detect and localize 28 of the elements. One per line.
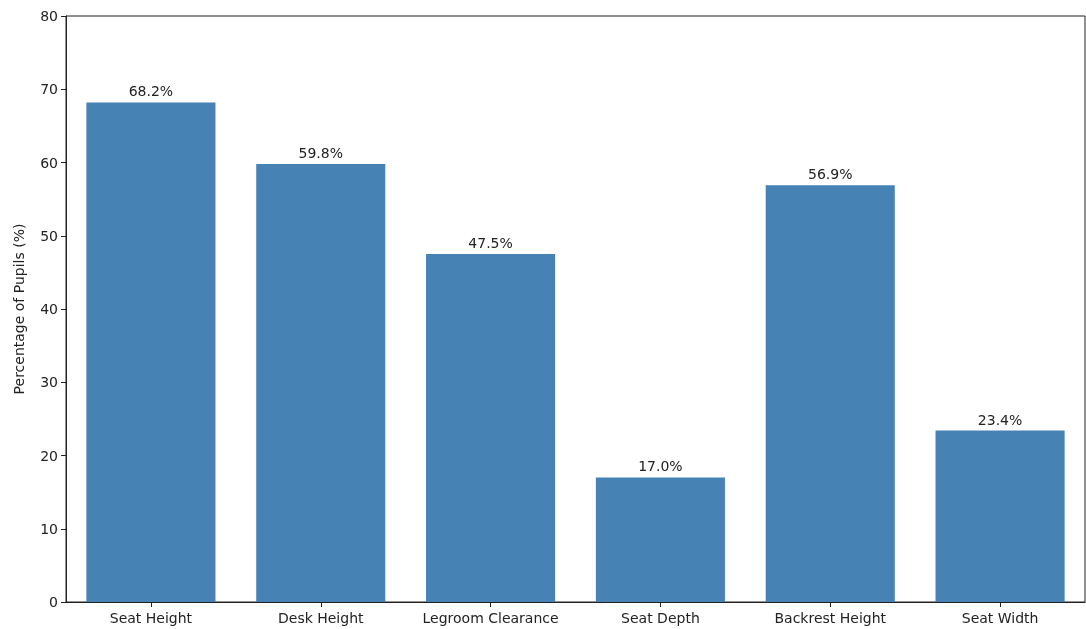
data-label: 47.5%: [468, 235, 513, 252]
x-tick-label: Legroom Clearance: [422, 610, 559, 626]
x-tick-label: Seat Height: [109, 610, 193, 626]
y-tick-label: 80: [40, 8, 58, 24]
bar: [256, 163, 386, 602]
bar: [426, 254, 556, 602]
x-tick-label: Backrest Height: [774, 610, 887, 626]
x-tick-label: Seat Depth: [621, 610, 700, 626]
bar: [935, 430, 1065, 602]
y-tick-label: 30: [40, 374, 58, 391]
data-label: 23.4%: [977, 411, 1023, 428]
x-tick-label: Desk Height: [277, 610, 365, 626]
y-tick-label: 0: [49, 594, 58, 610]
y-tick-label: 50: [40, 227, 58, 244]
bar: [595, 477, 725, 602]
data-label: 56.9%: [808, 166, 853, 183]
bar: [765, 185, 895, 602]
y-tick-label: 70: [40, 81, 58, 98]
y-axis-title: Percentage of Pupils (%): [11, 223, 27, 395]
y-tick-label: 40: [40, 301, 58, 317]
y-tick-label: 60: [40, 154, 58, 171]
bar: [86, 102, 216, 602]
y-tick-label: 20: [40, 447, 58, 464]
data-label: 17.0%: [638, 458, 683, 475]
data-label: 68.2%: [128, 83, 174, 100]
data-label: 59.8%: [298, 144, 343, 161]
x-tick-label: Seat Width: [961, 610, 1039, 626]
y-tick-label: 10: [40, 520, 58, 537]
